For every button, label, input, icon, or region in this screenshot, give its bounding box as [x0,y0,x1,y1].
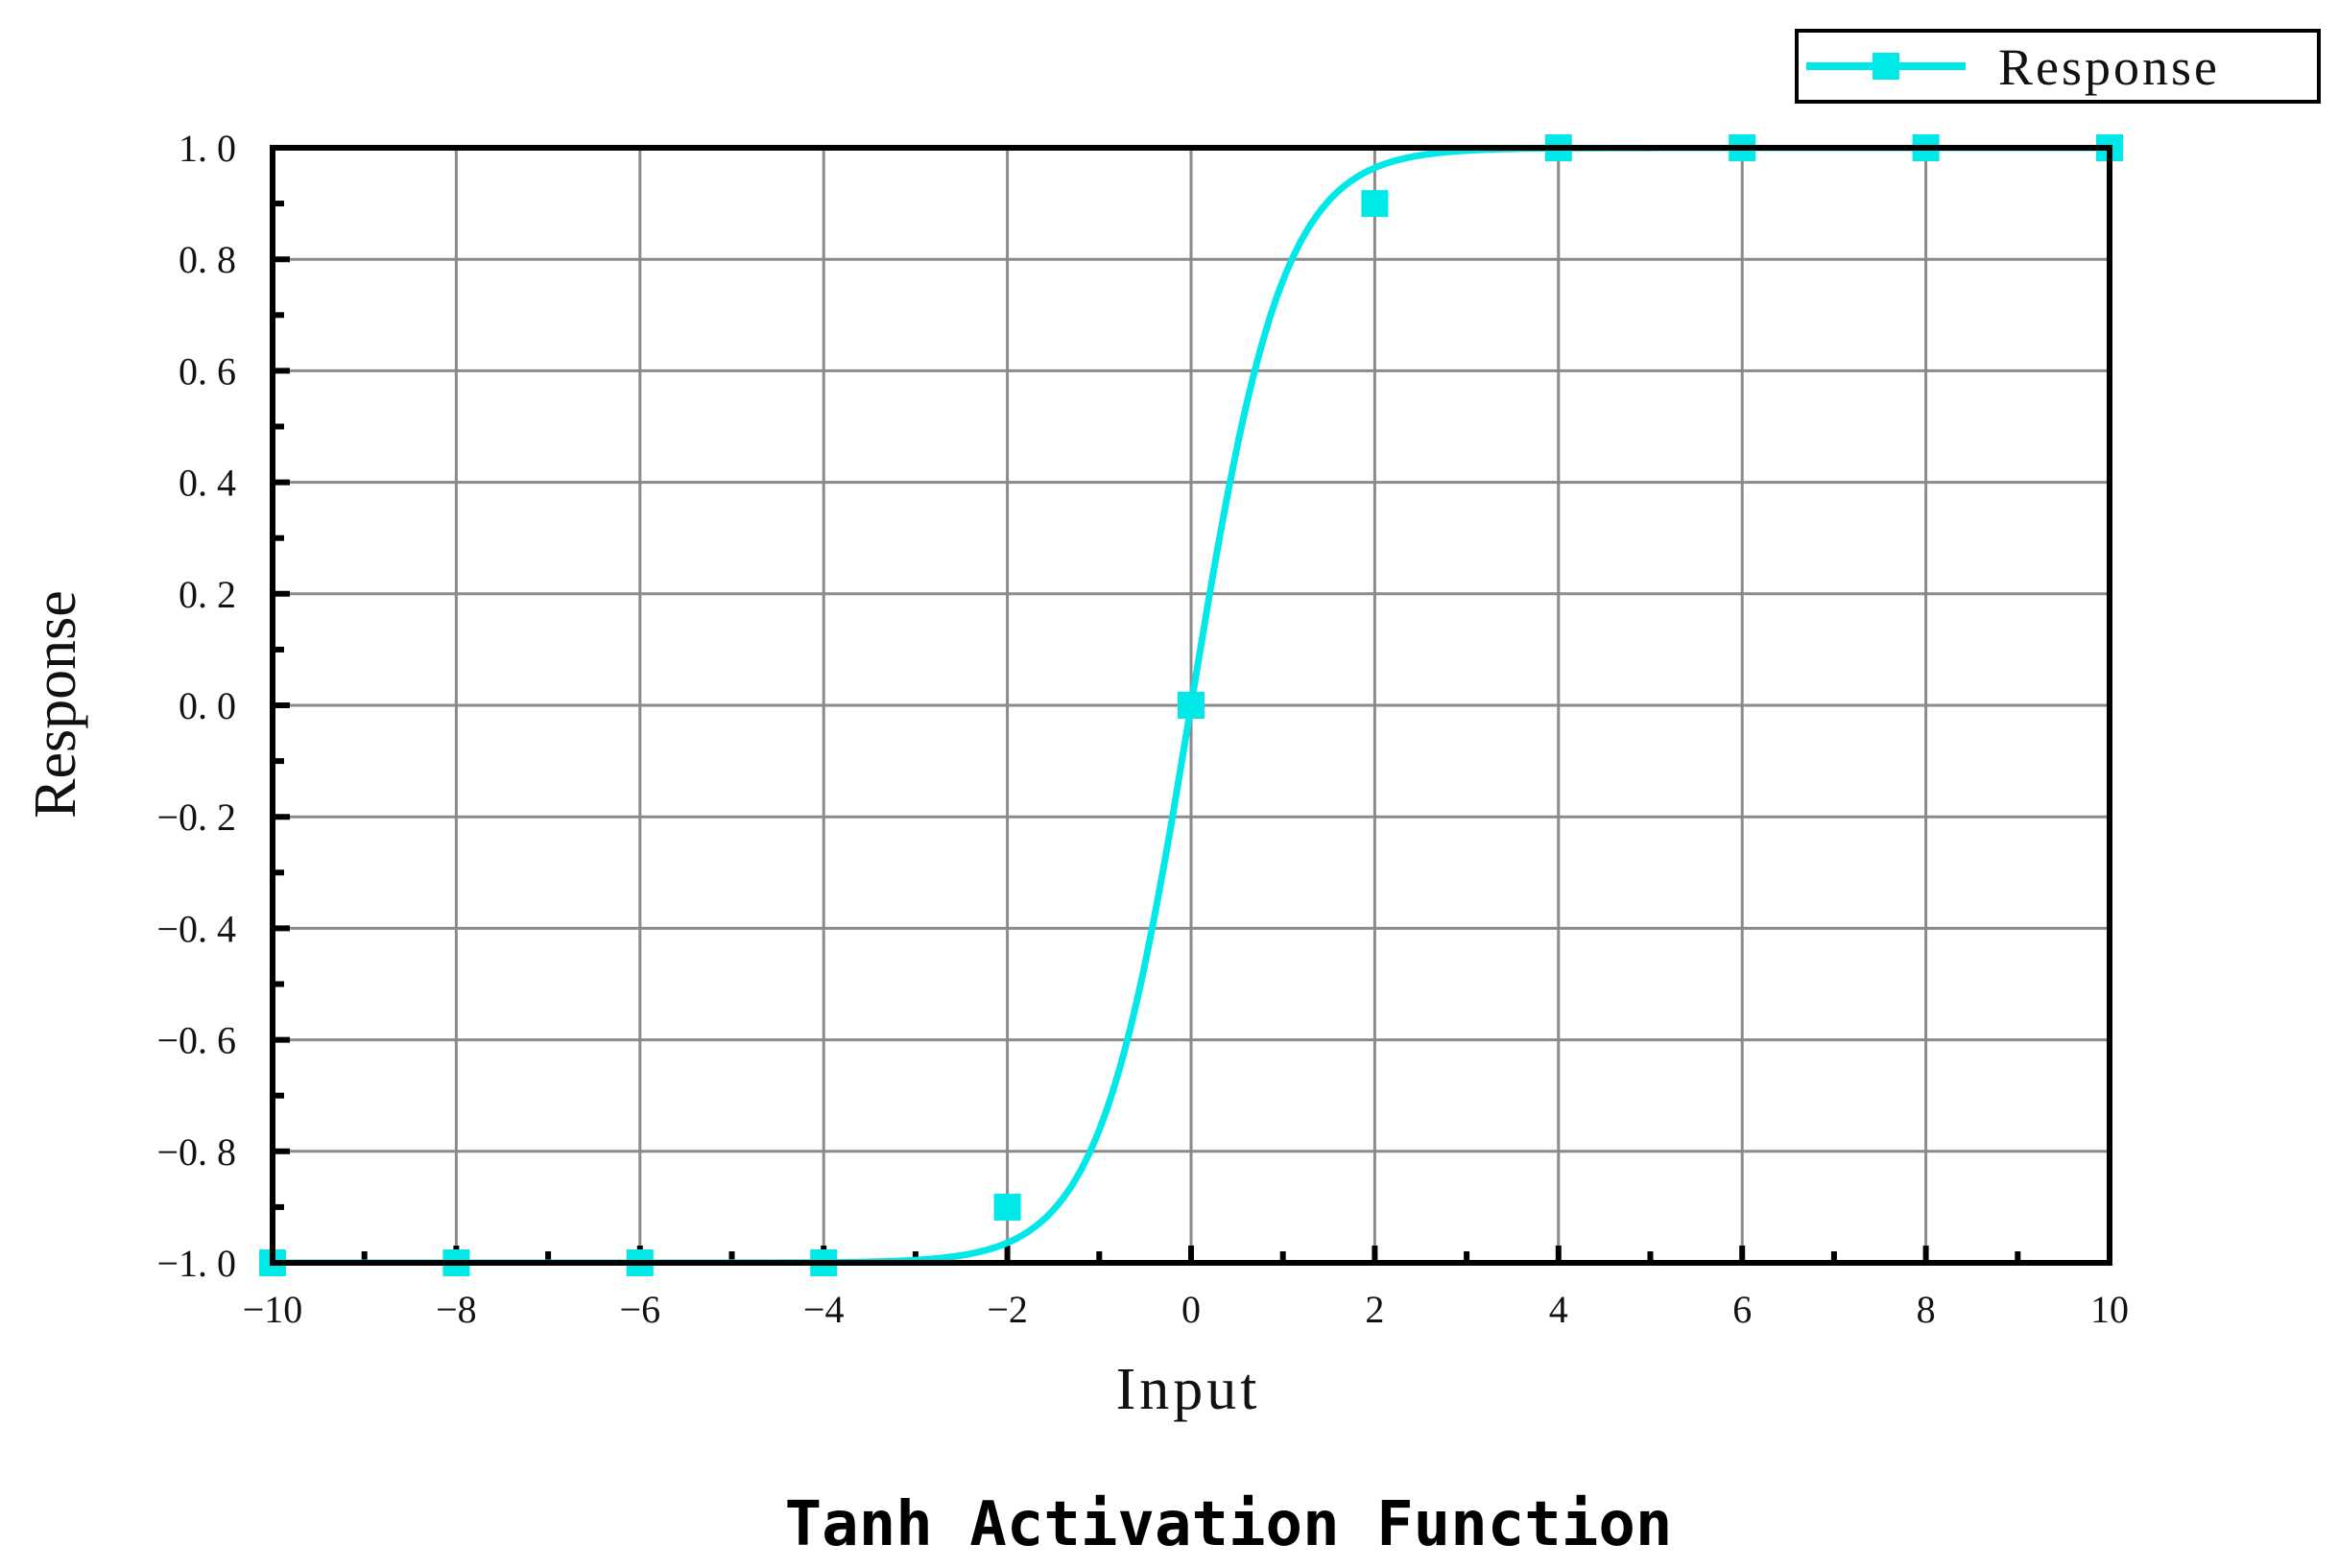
y-tick-label: −0. 8 [156,1130,236,1174]
data-point-marker [1178,692,1205,719]
x-tick-label: 2 [1365,1288,1384,1331]
y-tick-label: −0. 6 [156,1019,236,1062]
y-tick-label: −0. 4 [156,907,236,950]
x-tick-label: 6 [1732,1288,1752,1331]
y-tick-label: 0. 0 [179,684,236,727]
x-tick-labels: −10 −8 −6 −4 −2 0 2 4 6 8 10 [243,1288,2129,1331]
y-tick-label: 0. 2 [179,573,236,616]
x-tick-label: 4 [1549,1288,1568,1331]
x-axis-title: Input [1116,1357,1261,1422]
y-tick-label: −1. 0 [156,1242,236,1285]
legend-marker [1873,53,1899,80]
x-tick-label: −4 [803,1288,845,1331]
y-tick-label: 0. 6 [179,349,236,392]
data-point-marker [1361,190,1389,218]
y-tick-labels: 1. 0 0. 8 0. 6 0. 4 0. 2 0. 0 −0. 2 −0. 4 −0. 6 −… [156,127,236,1285]
y-tick-label: 1. 0 [179,127,236,170]
x-tick-label: 10 [2090,1288,2129,1331]
x-tick-label: −6 [620,1288,661,1331]
x-tick-label: 0 [1181,1288,1201,1331]
y-axis-title: Response [23,590,88,819]
x-tick-label: 8 [1917,1288,1936,1331]
y-tick-label: −0. 2 [156,796,236,839]
legend: Response [1795,29,2321,104]
x-tick-label: −8 [436,1288,477,1331]
x-tick-label: −2 [987,1288,1028,1331]
plot-frame [270,145,2112,1266]
legend-label: Response [1998,38,2220,96]
x-tick-label: −10 [243,1288,303,1331]
y-tick-label: 0. 8 [179,238,236,281]
data-point-marker [993,1193,1021,1221]
chart-title: Tanh Activation Function [785,1489,1673,1560]
y-tick-label: 0. 4 [179,462,236,505]
